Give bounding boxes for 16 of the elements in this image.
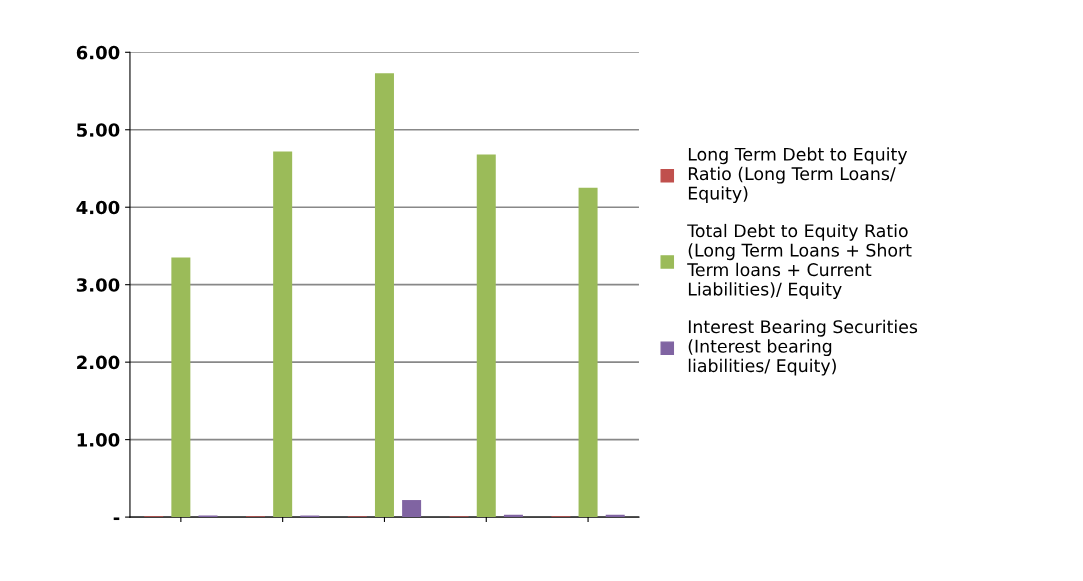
bar	[402, 500, 422, 518]
y-tick-label: 6.00	[76, 45, 120, 60]
y-tick-label: 2.00	[77, 355, 120, 370]
bar	[171, 257, 191, 518]
y-tick-label: 4.00	[76, 200, 120, 215]
y-tick-label: 1.00	[77, 433, 120, 447]
bar	[374, 73, 394, 518]
legend-label: Total Debt to Equity Ratio (Long Term Loans + Short Term loans + Current Liabilities)/ Equity	[687, 223, 912, 300]
bar	[273, 151, 293, 518]
bar	[578, 187, 598, 518]
y-tick-label: 3.00	[76, 278, 120, 292]
legend-label: Long Term Debt to Equity Ratio (Long Term Loans/ Equity)	[688, 147, 908, 204]
y-tick-label: -	[113, 517, 120, 521]
y-tick-label: 5.00	[77, 123, 120, 137]
bar	[476, 154, 496, 518]
legend-label: Interest Bearing Securities (Interest bearing liabilities/ Equity)	[688, 319, 918, 376]
